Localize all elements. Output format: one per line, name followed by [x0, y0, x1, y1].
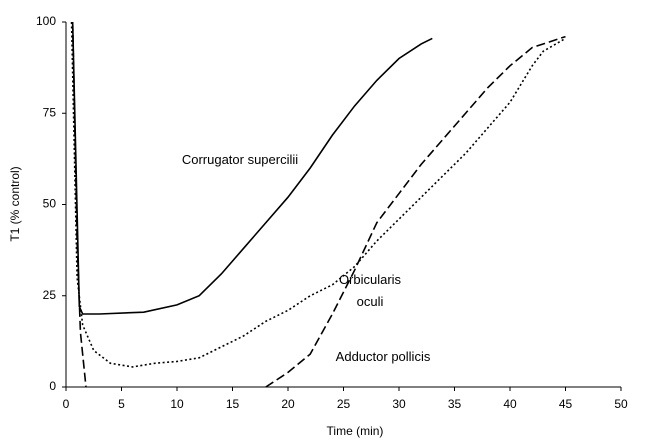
x-tick-label: 5	[118, 397, 125, 411]
x-tick-label: 0	[63, 397, 70, 411]
x-tick-label: 40	[503, 397, 517, 411]
y-tick-label: 75	[43, 105, 57, 119]
x-tick-label: 20	[281, 397, 295, 411]
series-label: Adductor pollicis	[335, 349, 431, 364]
series-line	[70, 21, 566, 368]
y-tick-label: 0	[49, 379, 56, 393]
x-tick-label: 30	[392, 397, 406, 411]
series-line	[71, 21, 433, 315]
x-tick-label: 10	[170, 397, 184, 411]
x-tick-label: 35	[448, 397, 462, 411]
y-axis-label: T1 (% control)	[8, 166, 22, 241]
x-axis-label: Time (min)	[327, 424, 384, 438]
x-tick-label: 45	[559, 397, 573, 411]
x-tick-label: 50	[614, 397, 628, 411]
series-line	[71, 21, 566, 388]
series-label: Orbicularis oculi	[338, 272, 402, 309]
y-tick-label: 50	[43, 197, 57, 211]
y-tick-label: 25	[43, 288, 57, 302]
y-tick-label: 100	[36, 14, 56, 28]
x-tick-label: 15	[226, 397, 240, 411]
series-label: Corrugator supercilii	[181, 152, 299, 167]
x-tick-label: 25	[337, 397, 351, 411]
